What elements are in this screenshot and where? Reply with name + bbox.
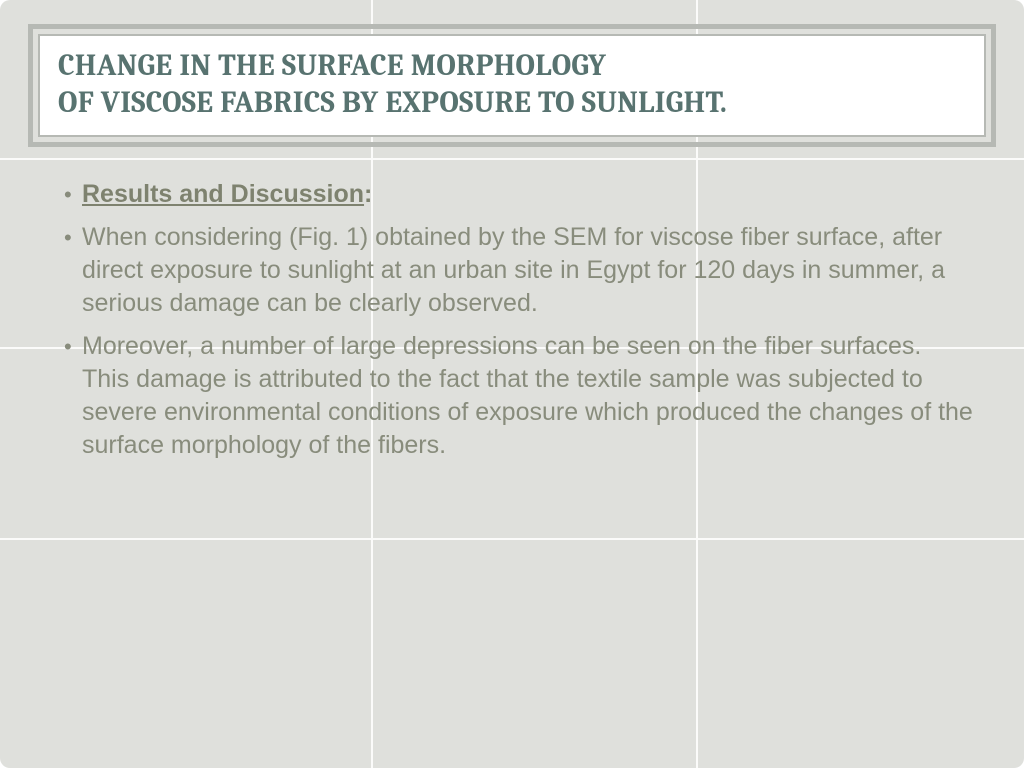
bullet-heading: • Results and Discussion:: [64, 178, 974, 211]
bullet-paragraph-text: Moreover, a number of large depressions …: [82, 330, 974, 462]
bullet-dot-icon: •: [64, 178, 82, 209]
body-text-area: • Results and Discussion: • When conside…: [64, 178, 974, 472]
heading-underlined: Results and Discussion: [82, 180, 364, 208]
grid-hline: [0, 538, 1024, 540]
bullet-paragraph: • When considering (Fig. 1) obtained by …: [64, 221, 974, 320]
slide-title: CHANGE IN THE SURFACE MORPHOLOGY OF VISC…: [58, 48, 966, 121]
title-line-1: CHANGE IN THE SURFACE MORPHOLOGY: [58, 48, 606, 83]
bullet-paragraph: • Moreover, a number of large depression…: [64, 330, 974, 462]
title-inner: CHANGE IN THE SURFACE MORPHOLOGY OF VISC…: [38, 34, 986, 137]
bullet-paragraph-text: When considering (Fig. 1) obtained by th…: [82, 221, 974, 320]
heading-suffix: :: [364, 180, 372, 208]
grid-hline: [0, 158, 1024, 160]
bullet-dot-icon: •: [64, 221, 82, 252]
slide: CHANGE IN THE SURFACE MORPHOLOGY OF VISC…: [0, 0, 1024, 768]
bullet-dot-icon: •: [64, 330, 82, 361]
title-line-2: OF VISCOSE FABRICS BY EXPOSURE TO SUNLIG…: [58, 85, 727, 120]
bullet-heading-text: Results and Discussion:: [82, 178, 974, 211]
title-frame: CHANGE IN THE SURFACE MORPHOLOGY OF VISC…: [28, 24, 996, 147]
